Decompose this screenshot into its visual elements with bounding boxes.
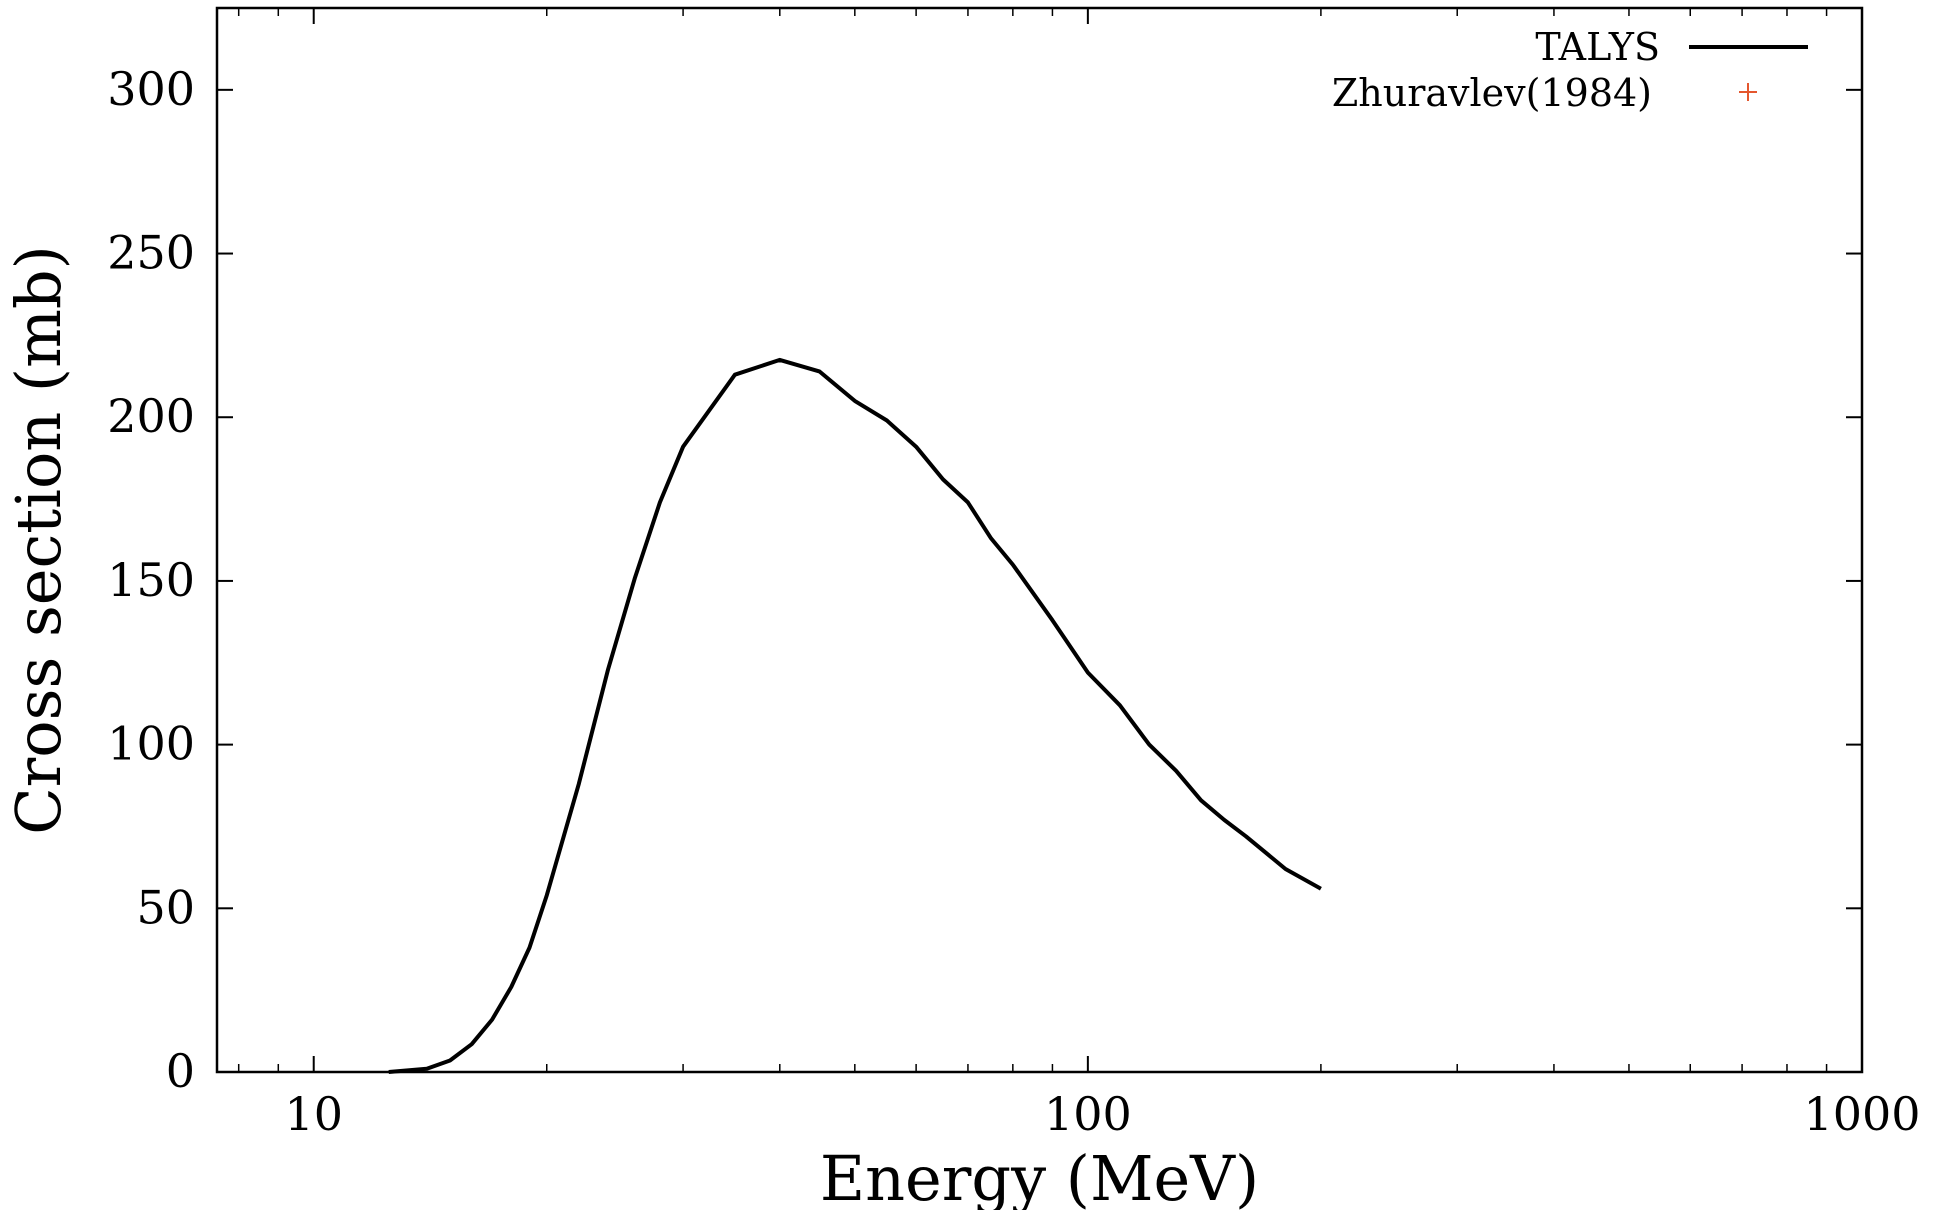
y-tick-label: 250 <box>107 226 195 280</box>
y-tick-label: 200 <box>107 389 195 443</box>
legend-marker-zhuravlev <box>1739 83 1757 101</box>
series-line-talys <box>388 357 1322 1074</box>
y-tick-label: 300 <box>107 62 195 116</box>
plot-frame <box>215 6 1864 1074</box>
y-tick-label: 50 <box>136 880 195 934</box>
x-axis-title: Energy (MeV) <box>820 1142 1259 1210</box>
legend-label-zhuravlev: Zhuravlev(1984) <box>1332 71 1652 115</box>
y-tick-label: 150 <box>107 553 195 607</box>
series-layer <box>388 357 1322 1074</box>
x-tick-label: 1000 <box>1803 1087 1920 1141</box>
y-axis-title: Cross section (mb) <box>2 245 75 835</box>
y-tick-label: 100 <box>107 717 195 771</box>
y-tick-label: 0 <box>166 1044 195 1098</box>
legend: TALYS Zhuravlev(1984) <box>1332 25 1808 115</box>
x-tick-label: 100 <box>1044 1087 1132 1141</box>
legend-label-talys: TALYS <box>1535 25 1660 69</box>
axes-layer: 0 50 100 150 200 250 300 10 100 1000 <box>107 6 1921 1141</box>
x-tick-label: 10 <box>284 1087 343 1141</box>
